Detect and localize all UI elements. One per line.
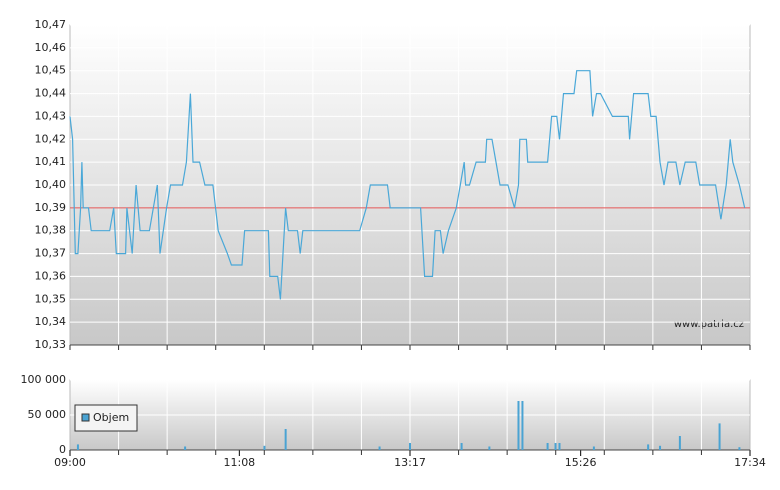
volume-bar bbox=[659, 445, 662, 450]
volume-bar bbox=[409, 443, 411, 450]
y-tick-label: 10,46 bbox=[35, 41, 67, 54]
volume-bar bbox=[263, 445, 266, 450]
volume-bar bbox=[460, 443, 463, 450]
volume-bar bbox=[517, 401, 520, 450]
y-tick-label: 10,40 bbox=[35, 178, 67, 191]
volume-bar bbox=[718, 423, 721, 450]
volume-bar bbox=[738, 447, 741, 450]
y-tick-label: 100 000 bbox=[21, 373, 67, 386]
y-tick-label: 10,34 bbox=[35, 315, 67, 328]
y-tick-label: 10,43 bbox=[35, 109, 67, 122]
volume-bar bbox=[488, 446, 491, 450]
volume-bar bbox=[76, 444, 79, 450]
volume-bar bbox=[558, 443, 561, 450]
x-tick-label: 09:00 bbox=[54, 456, 86, 469]
y-tick-label: 10,41 bbox=[35, 155, 67, 168]
legend-swatch bbox=[81, 413, 90, 422]
y-tick-label: 0 bbox=[59, 443, 66, 456]
y-tick-label: 50 000 bbox=[28, 408, 67, 421]
y-tick-label: 10,42 bbox=[35, 132, 67, 145]
y-tick-label: 10,37 bbox=[35, 247, 67, 260]
watermark: www.patria.cz bbox=[674, 319, 744, 330]
volume-bar bbox=[554, 443, 557, 450]
y-tick-label: 10,38 bbox=[35, 224, 67, 237]
volume-bar bbox=[284, 429, 287, 450]
x-tick-label: 13:17 bbox=[394, 456, 426, 469]
volume-bar bbox=[592, 446, 595, 450]
y-tick-label: 10,39 bbox=[35, 201, 67, 214]
legend-label: Objem bbox=[93, 411, 129, 424]
volume-bar bbox=[647, 444, 650, 450]
x-tick-label: 15:26 bbox=[565, 456, 597, 469]
volume-bar bbox=[378, 446, 381, 450]
x-tick-label: 11:08 bbox=[223, 456, 255, 469]
y-tick-label: 10,47 bbox=[35, 18, 67, 31]
y-tick-label: 10,35 bbox=[35, 292, 67, 305]
volume-bar bbox=[184, 446, 187, 450]
x-tick-label: 17:34 bbox=[734, 456, 766, 469]
volume-bar bbox=[678, 436, 681, 450]
y-tick-label: 10,36 bbox=[35, 269, 67, 282]
price-line bbox=[69, 70, 746, 300]
y-tick-label: 10,45 bbox=[35, 64, 67, 77]
y-tick-label: 10,44 bbox=[35, 87, 67, 100]
volume-bar bbox=[521, 401, 524, 450]
volume-bar bbox=[546, 443, 549, 450]
y-tick-label: 10,33 bbox=[35, 338, 67, 351]
